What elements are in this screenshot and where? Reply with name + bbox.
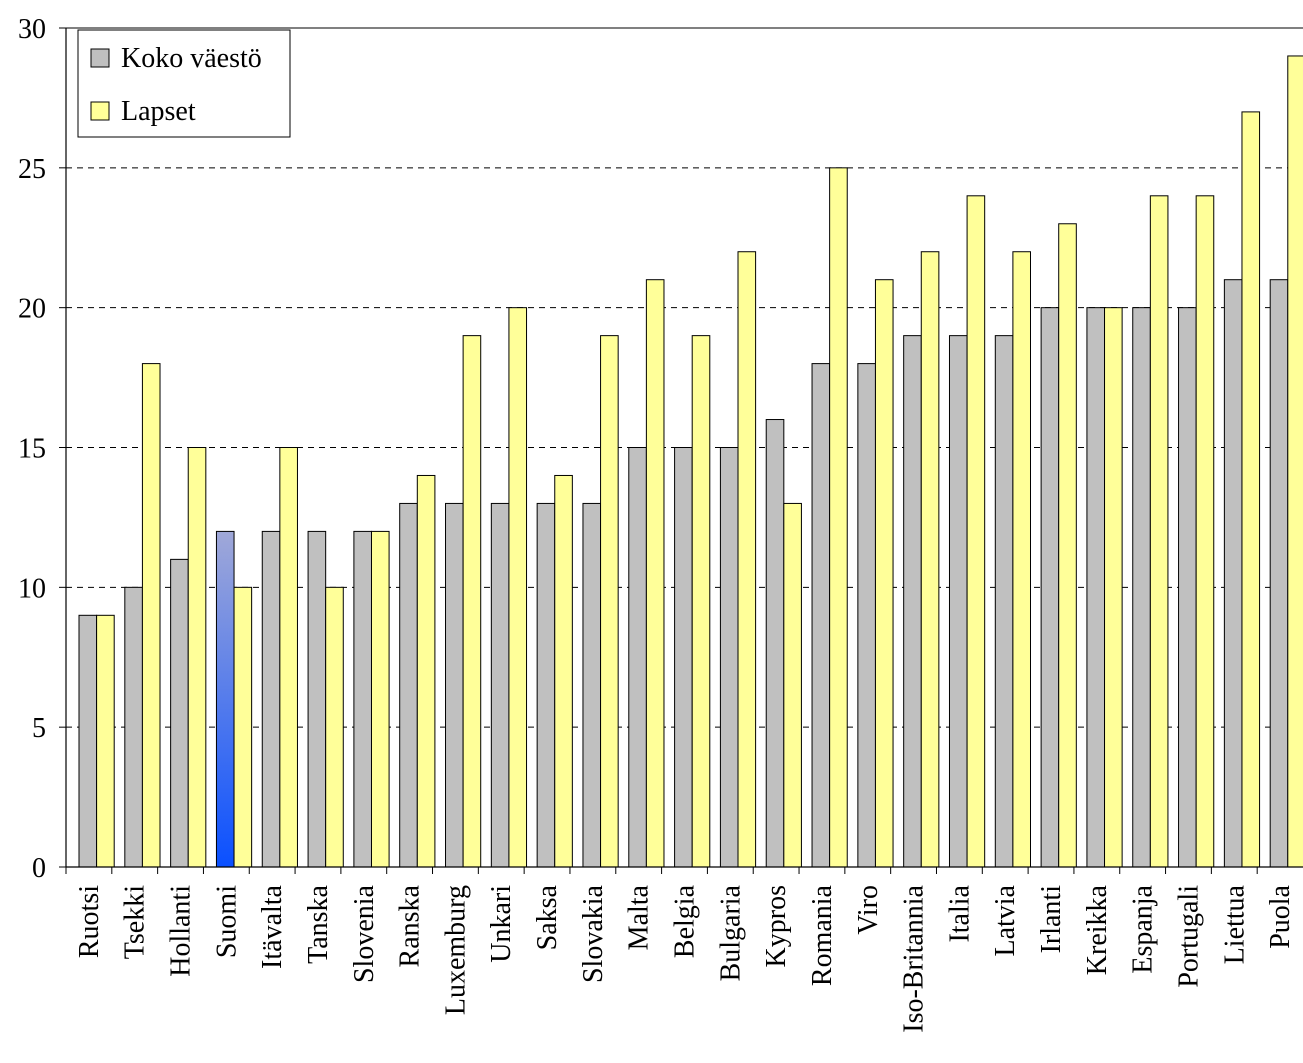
bar-lapset-slovakia — [600, 335, 619, 868]
y-tick-label: 5 — [32, 713, 46, 744]
bar-koko-vaesto-luxemburg — [445, 502, 464, 868]
x-tick-label: Viro — [853, 885, 884, 935]
bar-koko-vaesto-tsekki — [124, 586, 143, 868]
bar-lapset-iso-britannia — [920, 251, 940, 868]
x-tick-label: Ruotsi — [74, 885, 105, 958]
bar-koko-vaesto-kypros — [765, 419, 785, 868]
x-tick-labels: Ruotsi Tsekki Hollanti Suomi Itävalta Tanska S… — [74, 884, 1296, 1032]
bar-lapset-ruotsi — [96, 614, 115, 868]
bar-lapset-unkari — [508, 307, 528, 868]
bar-koko-vaesto-belgia — [674, 447, 693, 868]
x-tick-label: Luxemburg — [440, 885, 471, 1015]
bar-lapset-irlanti — [1058, 223, 1077, 868]
bar-koko-vaesto-unkari — [490, 502, 510, 868]
legend-swatch-koko-vaesto — [90, 48, 110, 68]
x-tick-label: Tanska — [303, 884, 334, 963]
bar-lapset-bulgaria — [737, 251, 757, 868]
bar-lapset-viro — [874, 279, 894, 868]
bar-koko-vaesto-italia — [948, 335, 968, 868]
bar-lapset-suomi — [233, 586, 253, 868]
bar-lapset-italia — [966, 195, 986, 868]
bar-lapset-latvia — [1012, 251, 1031, 868]
bar-koko-vaesto-kreikka — [1086, 307, 1106, 868]
x-tick-label: Slovenia — [349, 884, 380, 983]
legend-label-lapset: Lapset — [121, 96, 196, 127]
bar-koko-vaesto-malta — [628, 447, 647, 868]
bar-koko-vaesto-viro — [857, 363, 876, 868]
bar-lapset-hollanti — [187, 447, 207, 868]
bar-lapset-malta — [645, 279, 665, 868]
bar-lapset-puola — [1287, 55, 1303, 868]
bar-lapset-slovenia — [370, 530, 390, 868]
bar-koko-vaesto-slovenia — [353, 530, 372, 868]
bars — [78, 55, 1303, 868]
legend-box — [77, 29, 291, 138]
x-tick-label: Belgia — [670, 884, 701, 958]
legend-label-koko-vaesto: Koko väestö — [121, 43, 262, 74]
bar-koko-vaesto-hollanti — [170, 558, 189, 868]
bar-koko-vaesto-tanska — [307, 530, 327, 868]
y-tick-label: 15 — [18, 434, 46, 465]
x-tick-label: Tsekki — [120, 885, 151, 959]
bar-koko-vaesto-bulgaria — [719, 447, 739, 868]
bar-koko-vaesto-saksa — [536, 502, 556, 868]
bar-koko-vaesto-puola — [1269, 279, 1289, 868]
bar-lapset-itävalta — [279, 447, 298, 868]
bar-koko-vaesto-slovakia — [582, 502, 602, 868]
x-tick-label: Irlanti — [1036, 885, 1067, 954]
bar-koko-vaesto-romania — [811, 363, 831, 868]
y-tick-label: 30 — [18, 14, 46, 45]
legend: Koko väestö Lapset — [77, 29, 291, 138]
bar-koko-vaesto-iso-britannia — [903, 335, 922, 868]
x-tick-label: Saksa — [532, 884, 563, 950]
bar-lapset-luxemburg — [462, 335, 482, 868]
y-tick-label: 0 — [32, 853, 46, 884]
bar-lapset-kreikka — [1104, 307, 1123, 868]
bar-koko-vaesto-liettua — [1223, 279, 1243, 868]
x-tick-label: Portugali — [1173, 885, 1204, 988]
bar-koko-vaesto-ruotsi — [78, 614, 98, 868]
x-tick-label: Romania — [807, 884, 838, 986]
x-tick-label: Latvia — [990, 884, 1021, 956]
x-tick-label: Itävalta — [257, 884, 288, 969]
bar-koko-vaesto-itävalta — [261, 530, 281, 868]
axes — [59, 27, 1303, 874]
y-tick-labels: 0 5 10 15 20 25 30 — [18, 14, 46, 884]
x-tick-label: Hollanti — [166, 885, 197, 977]
bar-lapset-espanja — [1149, 195, 1169, 868]
bar-koko-vaesto-latvia — [994, 335, 1014, 868]
bar-lapset-saksa — [554, 474, 573, 868]
x-tick-label: Malta — [624, 884, 655, 950]
bar-lapset-portugali — [1195, 195, 1215, 868]
y-tick-label: 25 — [18, 154, 46, 185]
x-tick-label: Espanja — [1128, 884, 1159, 973]
x-tick-label: Slovakia — [578, 884, 609, 983]
x-tick-label: Liettua — [1219, 884, 1250, 964]
bar-koko-vaesto-portugali — [1178, 307, 1197, 868]
bar-lapset-tsekki — [141, 363, 161, 868]
x-tick-label: Kypros — [761, 885, 792, 967]
bar-lapset-belgia — [691, 335, 711, 868]
bar-koko-vaesto-espanja — [1132, 307, 1151, 868]
y-tick-label: 20 — [18, 294, 46, 325]
bar-lapset-kypros — [783, 502, 802, 868]
bar-lapset-ranska — [416, 474, 436, 868]
x-tick-label: Suomi — [211, 885, 242, 958]
bar-lapset-romania — [829, 167, 848, 868]
x-tick-label: Italia — [944, 884, 975, 942]
x-tick-label: Iso-Britannia — [899, 884, 930, 1032]
y-tick-label: 10 — [18, 573, 46, 604]
x-tick-label: Unkari — [486, 885, 517, 963]
bar-koko-vaesto-ranska — [399, 502, 418, 868]
x-tick-label: Bulgaria — [715, 884, 746, 981]
bar-lapset-tanska — [325, 586, 344, 868]
x-tick-label: Kreikka — [1082, 884, 1113, 975]
x-tick-label: Ranska — [395, 884, 426, 967]
bar-koko-vaesto-irlanti — [1040, 307, 1060, 868]
bar-lapset-liettua — [1241, 111, 1261, 868]
legend-swatch-lapset — [90, 101, 110, 121]
x-tick-label: Puola — [1265, 884, 1296, 948]
bar-koko-vaesto-suomi — [215, 530, 235, 868]
